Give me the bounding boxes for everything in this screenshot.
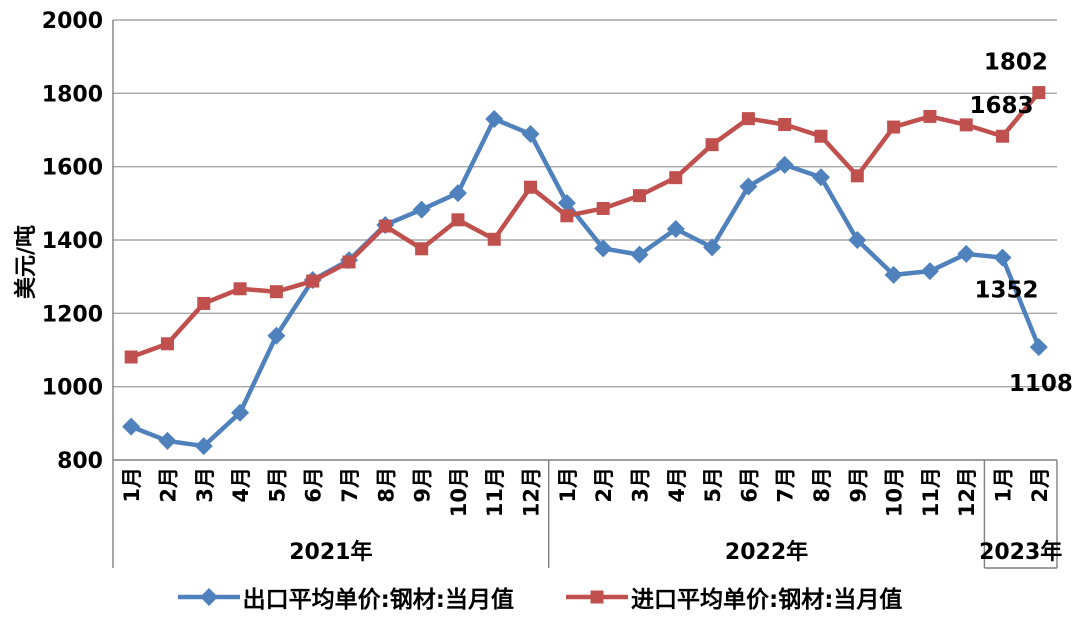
svg-text:1108: 1108 (1009, 371, 1073, 397)
svg-text:3月: 3月 (628, 467, 652, 503)
svg-text:1800: 1800 (42, 82, 103, 107)
svg-text:10月: 10月 (883, 467, 907, 517)
svg-text:800: 800 (57, 449, 103, 474)
export-series-marker-icon (177, 588, 240, 606)
svg-text:1月: 1月 (556, 467, 580, 503)
svg-text:11月: 11月 (919, 467, 943, 517)
svg-text:2023年: 2023年 (979, 539, 1062, 565)
svg-text:10月: 10月 (447, 467, 471, 517)
svg-text:1400: 1400 (42, 229, 103, 254)
svg-text:12月: 12月 (520, 467, 544, 517)
svg-text:9月: 9月 (846, 467, 870, 503)
svg-text:2月: 2月 (156, 467, 180, 503)
svg-text:7月: 7月 (338, 467, 362, 503)
svg-text:1月: 1月 (120, 467, 144, 503)
svg-text:1802: 1802 (984, 50, 1048, 76)
svg-text:4月: 4月 (229, 467, 253, 503)
y-axis-title: 美元/吨 (14, 224, 39, 300)
svg-text:4月: 4月 (665, 467, 689, 503)
svg-text:2021年: 2021年 (289, 539, 372, 565)
svg-text:2022年: 2022年 (725, 539, 808, 565)
svg-text:3月: 3月 (193, 467, 217, 503)
svg-text:12月: 12月 (955, 467, 979, 517)
svg-text:5月: 5月 (265, 467, 289, 503)
svg-text:1200: 1200 (42, 302, 103, 327)
svg-text:2月: 2月 (1028, 467, 1052, 503)
svg-text:8月: 8月 (374, 467, 398, 503)
svg-text:2月: 2月 (592, 467, 616, 503)
svg-text:2000: 2000 (42, 9, 103, 34)
legend-item-export-label: 出口平均单价:钢材:当月值 (242, 587, 514, 613)
svg-text:5月: 5月 (701, 467, 725, 503)
svg-text:1352: 1352 (975, 278, 1039, 304)
svg-text:9月: 9月 (411, 467, 435, 503)
svg-text:1000: 1000 (42, 376, 103, 401)
legend-item-import-label: 进口平均单价:钢材:当月值 (631, 587, 903, 613)
legend-item-import: 进口平均单价:钢材:当月值 (566, 580, 902, 614)
legend-item-export: 出口平均单价:钢材:当月值 (177, 580, 514, 614)
legend: 出口平均单价:钢材:当月值 进口平均单价:钢材:当月值 (0, 580, 1080, 614)
import-series-marker-icon (566, 590, 628, 604)
svg-text:6月: 6月 (302, 467, 326, 503)
svg-text:1683: 1683 (970, 93, 1034, 119)
svg-text:6月: 6月 (737, 467, 761, 503)
svg-text:8月: 8月 (810, 467, 834, 503)
svg-text:7月: 7月 (774, 467, 798, 503)
svg-text:1600: 1600 (42, 156, 103, 181)
svg-text:11月: 11月 (483, 467, 507, 517)
svg-text:1月: 1月 (992, 467, 1016, 503)
